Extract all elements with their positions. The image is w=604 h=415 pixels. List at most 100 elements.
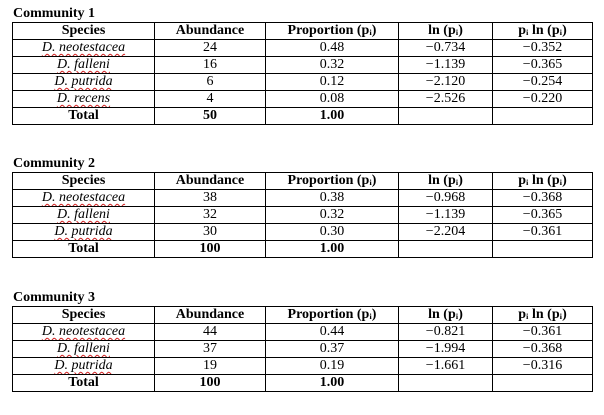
abundance-cell: 38 bbox=[154, 189, 266, 207]
species-name: D. falleni bbox=[57, 207, 110, 223]
abundance-cell: 19 bbox=[154, 357, 266, 375]
header-species: Species bbox=[12, 172, 155, 190]
table-row: D. neotestacea 44 0.44 −0.821 −0.361 bbox=[12, 323, 593, 341]
abundance-cell: 24 bbox=[154, 39, 266, 57]
pln-cell: −0.352 bbox=[492, 39, 593, 57]
proportion-cell: 0.37 bbox=[265, 340, 399, 358]
pln-cell: −0.316 bbox=[492, 357, 593, 375]
species-cell: D. falleni bbox=[12, 206, 155, 224]
proportion-cell: 0.30 bbox=[265, 223, 399, 241]
community-title: Community 3 bbox=[13, 290, 96, 305]
header-pln: pᵢ ln (pᵢ) bbox=[492, 306, 593, 324]
community-3-block: Community 3 Species Abundance Proportion… bbox=[12, 290, 593, 392]
species-name: D. neotestacea bbox=[41, 40, 126, 56]
total-abundance: 50 bbox=[154, 107, 266, 125]
pln-cell: −0.361 bbox=[492, 223, 593, 241]
table-row: D. falleni 37 0.37 −1.994 −0.368 bbox=[12, 340, 593, 358]
table-row: D. neotestacea 38 0.38 −0.968 −0.368 bbox=[12, 189, 593, 207]
pln-cell: −0.365 bbox=[492, 206, 593, 224]
pln-cell: −0.220 bbox=[492, 90, 593, 108]
proportion-cell: 0.19 bbox=[265, 357, 399, 375]
ln-cell: −2.204 bbox=[398, 223, 493, 241]
community-title: Community 2 bbox=[13, 156, 96, 171]
abundance-cell: 37 bbox=[154, 340, 266, 358]
ln-cell: −1.139 bbox=[398, 56, 493, 74]
header-pln: pᵢ ln (pᵢ) bbox=[492, 172, 593, 190]
header-proportion: Proportion (pᵢ) bbox=[265, 172, 399, 190]
total-label: Total bbox=[12, 240, 155, 258]
total-proportion: 1.00 bbox=[265, 240, 399, 258]
species-cell: D. putrida bbox=[12, 223, 155, 241]
total-abundance: 100 bbox=[154, 240, 266, 258]
ln-cell: −1.994 bbox=[398, 340, 493, 358]
table-row: D. putrida 19 0.19 −1.661 −0.316 bbox=[12, 357, 593, 375]
ln-cell: −1.139 bbox=[398, 206, 493, 224]
total-row: Total 50 1.00 bbox=[12, 107, 593, 125]
proportion-cell: 0.44 bbox=[265, 323, 399, 341]
abundance-cell: 4 bbox=[154, 90, 266, 108]
species-name: D. neotestacea bbox=[41, 324, 126, 340]
pln-cell: −0.365 bbox=[492, 56, 593, 74]
table-row: D. putrida 6 0.12 −2.120 −0.254 bbox=[12, 73, 593, 91]
header-abundance: Abundance bbox=[154, 306, 266, 324]
table-row: D. neotestacea 24 0.48 −0.734 −0.352 bbox=[12, 39, 593, 57]
header-row: Species Abundance Proportion (pᵢ) ln (pᵢ… bbox=[12, 172, 593, 190]
species-cell: D. neotestacea bbox=[12, 39, 155, 57]
header-species: Species bbox=[12, 306, 155, 324]
proportion-cell: 0.12 bbox=[265, 73, 399, 91]
pln-cell: −0.254 bbox=[492, 73, 593, 91]
total-row: Total 100 1.00 bbox=[12, 240, 593, 258]
total-label: Total bbox=[12, 107, 155, 125]
abundance-cell: 6 bbox=[154, 73, 266, 91]
proportion-cell: 0.08 bbox=[265, 90, 399, 108]
proportion-cell: 0.48 bbox=[265, 39, 399, 57]
species-cell: D. putrida bbox=[12, 357, 155, 375]
species-name: D. recens bbox=[56, 91, 111, 107]
species-name: D. putrida bbox=[54, 358, 113, 374]
total-abundance: 100 bbox=[154, 374, 266, 392]
abundance-cell: 32 bbox=[154, 206, 266, 224]
header-row: Species Abundance Proportion (pᵢ) ln (pᵢ… bbox=[12, 22, 593, 40]
species-name: D. falleni bbox=[57, 57, 110, 73]
community-3-table: Species Abundance Proportion (pᵢ) ln (pᵢ… bbox=[12, 306, 593, 392]
total-label: Total bbox=[12, 374, 155, 392]
header-proportion: Proportion (pᵢ) bbox=[265, 306, 399, 324]
species-cell: D. neotestacea bbox=[12, 189, 155, 207]
table-row: D. falleni 16 0.32 −1.139 −0.365 bbox=[12, 56, 593, 74]
empty-cell bbox=[398, 240, 493, 258]
community-1-block: Community 1 Species Abundance Proportion… bbox=[12, 6, 593, 125]
pln-cell: −0.368 bbox=[492, 340, 593, 358]
ln-cell: −1.661 bbox=[398, 357, 493, 375]
header-ln: ln (pᵢ) bbox=[398, 22, 493, 40]
ln-cell: −0.734 bbox=[398, 39, 493, 57]
pln-cell: −0.368 bbox=[492, 189, 593, 207]
species-cell: D. putrida bbox=[12, 73, 155, 91]
table-row: D. recens 4 0.08 −2.526 −0.220 bbox=[12, 90, 593, 108]
header-abundance: Abundance bbox=[154, 22, 266, 40]
total-proportion: 1.00 bbox=[265, 374, 399, 392]
pln-cell: −0.361 bbox=[492, 323, 593, 341]
header-proportion: Proportion (pᵢ) bbox=[265, 22, 399, 40]
header-pln: pᵢ ln (pᵢ) bbox=[492, 22, 593, 40]
total-row: Total 100 1.00 bbox=[12, 374, 593, 392]
ln-cell: −0.821 bbox=[398, 323, 493, 341]
header-abundance: Abundance bbox=[154, 172, 266, 190]
species-name: D. neotestacea bbox=[41, 190, 126, 206]
species-cell: D. neotestacea bbox=[12, 323, 155, 341]
community-2-block: Community 2 Species Abundance Proportion… bbox=[12, 156, 593, 258]
species-name: D. putrida bbox=[54, 224, 113, 240]
species-name: D. falleni bbox=[57, 341, 110, 357]
ln-cell: −2.120 bbox=[398, 73, 493, 91]
community-1-table: Species Abundance Proportion (pᵢ) ln (pᵢ… bbox=[12, 22, 593, 125]
header-row: Species Abundance Proportion (pᵢ) ln (pᵢ… bbox=[12, 306, 593, 324]
proportion-cell: 0.38 bbox=[265, 189, 399, 207]
community-2-table: Species Abundance Proportion (pᵢ) ln (pᵢ… bbox=[12, 172, 593, 258]
abundance-cell: 16 bbox=[154, 56, 266, 74]
table-row: D. falleni 32 0.32 −1.139 −0.365 bbox=[12, 206, 593, 224]
empty-cell bbox=[492, 240, 593, 258]
community-title: Community 1 bbox=[13, 6, 96, 21]
header-ln: ln (pᵢ) bbox=[398, 306, 493, 324]
empty-cell bbox=[492, 107, 593, 125]
empty-cell bbox=[492, 374, 593, 392]
empty-cell bbox=[398, 107, 493, 125]
